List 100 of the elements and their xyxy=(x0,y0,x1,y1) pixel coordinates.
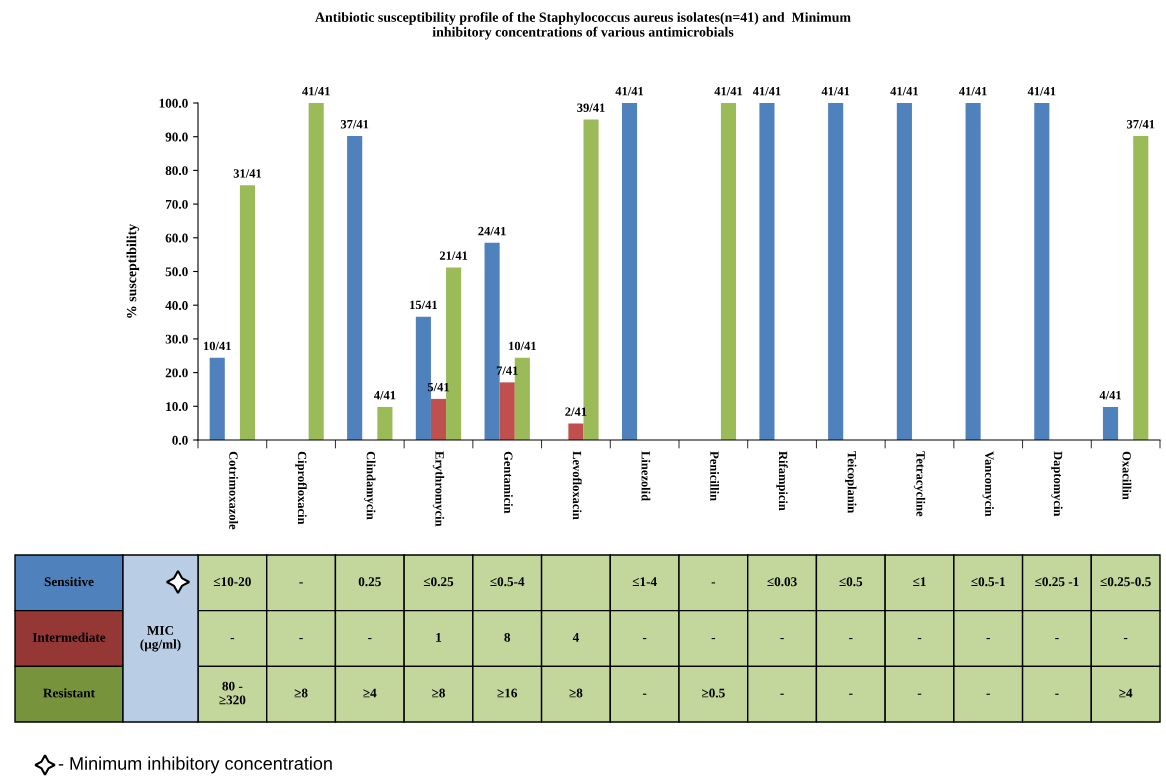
text: ≤0.5 xyxy=(839,577,863,587)
data-label: 41/41 xyxy=(890,87,918,96)
data-label: 41/41 xyxy=(821,87,850,96)
text: ≥16 xyxy=(497,688,518,698)
x-tick-label: Levofloxacin xyxy=(572,451,582,520)
bar xyxy=(347,136,363,440)
text: - xyxy=(1055,638,1059,640)
data-label: 41/41 xyxy=(302,87,330,96)
text: ≥0.5 xyxy=(702,688,725,698)
x-tick-label: Gentamicin xyxy=(504,451,513,514)
text: MIC (µg/ml) xyxy=(140,625,181,652)
text: - xyxy=(986,638,990,640)
text: - xyxy=(368,638,372,640)
text: ≥8 xyxy=(432,688,445,698)
bar xyxy=(759,103,775,440)
x-tick-label: Tetracycline xyxy=(913,451,926,517)
text: ≤1 xyxy=(913,577,926,587)
text: 8 xyxy=(504,632,511,642)
text: - xyxy=(849,638,853,640)
text: - xyxy=(299,638,303,640)
bar xyxy=(896,103,912,440)
bar xyxy=(568,423,584,440)
bar xyxy=(239,185,256,440)
text: ≤0.25-0.5 xyxy=(1100,577,1151,587)
data-label: 10/41 xyxy=(509,341,536,351)
data-label: 15/41 xyxy=(410,300,437,310)
category-label: Sensitive xyxy=(44,576,94,587)
bar xyxy=(499,382,515,440)
x-tick-label: Linezolid xyxy=(641,451,651,501)
text: ≤10-20 xyxy=(213,577,251,587)
x-tick-label: Daptomycin xyxy=(1051,451,1063,517)
bar xyxy=(430,398,447,440)
chart-title: Antibiotic susceptibility profile of the Staphylococcus aureus isolates(n=41) and Minimum inhibitory concentrations of various antimicrobials xyxy=(315,12,851,40)
text: ≥4 xyxy=(1119,688,1133,698)
bar xyxy=(1133,136,1149,440)
text: - xyxy=(642,693,647,695)
text: ≤0.5-1 xyxy=(971,577,1005,587)
text: - xyxy=(711,582,716,584)
data-label: 4/41 xyxy=(373,391,396,400)
x-tick-label: Ciprofloxacin xyxy=(295,451,307,525)
data-label: 41/41 xyxy=(615,87,644,96)
bar xyxy=(1034,103,1050,440)
text: ≤1-4 xyxy=(632,577,657,587)
data-label: 41/41 xyxy=(1027,87,1056,96)
y-tick-label: 90.0 xyxy=(165,132,188,142)
text: - xyxy=(917,693,922,695)
data-label: 24/41 xyxy=(478,226,506,236)
x-tick-label: Cotrimoxazole xyxy=(229,451,239,530)
text: ≥8 xyxy=(294,688,308,698)
text: ≥8 xyxy=(569,688,583,698)
bar xyxy=(720,103,737,440)
data-label: 37/41 xyxy=(340,120,369,129)
text: ≤0.5-4 xyxy=(490,577,525,587)
data-label: 39/41 xyxy=(577,103,605,112)
text: 4 xyxy=(572,632,579,642)
category-label: Intermediate xyxy=(32,632,106,642)
data-label: 4/41 xyxy=(1099,391,1121,400)
text: ≥4 xyxy=(363,688,377,698)
y-tick-label: 60.0 xyxy=(165,233,188,243)
data-label: 10/41 xyxy=(204,341,231,351)
text: - xyxy=(711,638,716,640)
bar xyxy=(308,103,324,440)
data-label: 21/41 xyxy=(439,251,468,260)
text: - xyxy=(1055,693,1059,695)
data-label: 41/41 xyxy=(959,87,987,96)
text: - xyxy=(299,582,303,584)
text: - xyxy=(986,693,990,695)
y-tick-label: 100.0 xyxy=(159,98,188,108)
x-tick-label: Rifampicin xyxy=(776,451,788,511)
text: ≤0.25 xyxy=(423,577,454,587)
y-tick-label: 80.0 xyxy=(165,166,188,176)
y-tick-label: 50.0 xyxy=(165,267,188,277)
y-tick-label: 0.0 xyxy=(172,435,188,445)
y-tick-label: 40.0 xyxy=(165,301,188,310)
category-label: Resistant xyxy=(43,688,95,698)
data-label: 41/41 xyxy=(714,87,743,96)
bar xyxy=(621,103,638,440)
x-tick-label: Vancomycin xyxy=(982,451,994,517)
bar xyxy=(828,103,844,440)
x-tick-label: Clindamycin xyxy=(364,451,376,520)
text: - Minimum inhibitory concentration xyxy=(58,756,332,774)
text: 80 - ≥320 xyxy=(219,681,246,705)
y-tick-label: 20.0 xyxy=(165,368,188,378)
y-tick-label: 30.0 xyxy=(165,334,188,344)
bar xyxy=(377,406,393,440)
data-label: 37/41 xyxy=(1126,120,1155,129)
data-label: 31/41 xyxy=(233,169,262,178)
text: - xyxy=(1123,638,1128,640)
text: - xyxy=(230,638,235,640)
y-axis-title: % susceptibility xyxy=(126,223,140,318)
data-label: 41/41 xyxy=(752,87,781,96)
text: - xyxy=(849,693,853,695)
text: 0.25 xyxy=(358,577,381,587)
bar xyxy=(1102,406,1119,440)
x-tick-label: Teicoplanin xyxy=(845,451,857,513)
text: - xyxy=(780,638,784,640)
x-tick-label: Oxacillin xyxy=(1122,451,1132,500)
text: - xyxy=(642,638,647,640)
x-tick-label: Penicillin xyxy=(710,451,720,501)
text: 1 xyxy=(436,632,442,642)
